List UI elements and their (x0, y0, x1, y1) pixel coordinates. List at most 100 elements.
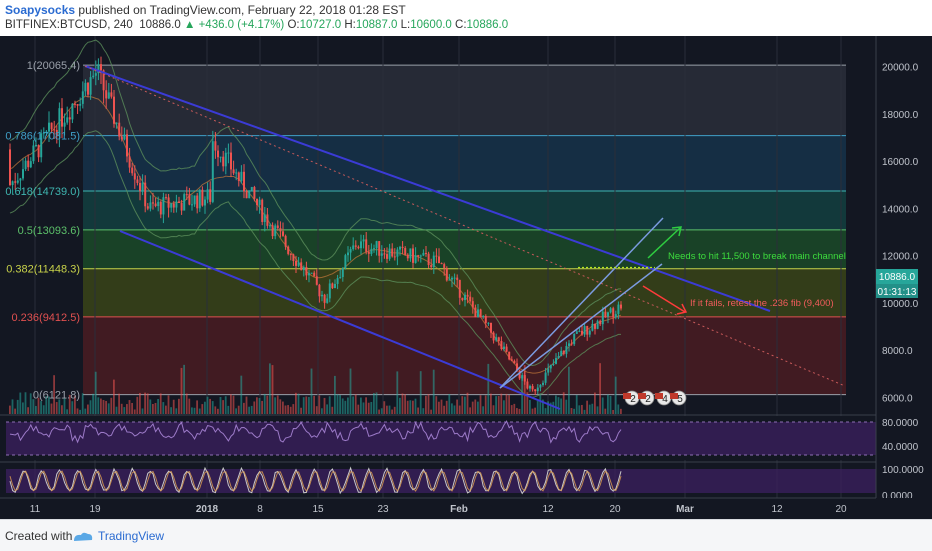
candle (230, 152, 232, 170)
low-value: 10600.0 (410, 19, 452, 31)
trend-channels[interactable] (84, 65, 846, 410)
tradingview-link[interactable]: TradingView (98, 529, 165, 543)
volume-bar (386, 405, 388, 414)
candle (388, 248, 391, 259)
volume-bar (516, 408, 518, 414)
volume-bar (87, 404, 89, 414)
candle (167, 197, 170, 208)
time-axis[interactable]: 11 19 2018 8 15 23 Feb 12 20 Mar 12 20 (0, 497, 932, 519)
candle (487, 322, 490, 324)
volume-bar (37, 397, 40, 414)
candle (581, 330, 583, 335)
candle (612, 308, 615, 318)
volume-bar (271, 365, 274, 414)
volume-bar (347, 397, 349, 414)
candle (370, 248, 373, 254)
candle (352, 245, 355, 250)
volume-bar (76, 408, 79, 414)
up-arrowhead-icon (671, 226, 682, 237)
candle (588, 330, 591, 335)
volume-bar (89, 400, 92, 414)
volume-bar (456, 399, 458, 414)
candle (274, 225, 277, 237)
candle (396, 249, 399, 257)
candle (482, 316, 485, 318)
price-change: +436.0 (+4.17%) (198, 19, 285, 31)
volume-bar (170, 407, 172, 414)
candle (68, 117, 71, 120)
candle (87, 82, 89, 95)
time-tick: 8 (257, 504, 263, 515)
volume-bar (282, 401, 284, 414)
candle (445, 267, 448, 281)
volume-bar (35, 405, 37, 414)
candle (318, 284, 321, 297)
volume-bar (406, 400, 409, 414)
candle (435, 255, 438, 257)
volume-bar (547, 401, 549, 414)
volume-bar (487, 363, 490, 414)
candle (326, 298, 329, 303)
volume-bar (609, 395, 612, 414)
main-channel-bottom (119, 230, 561, 410)
candle (211, 141, 214, 202)
volume-bar (139, 392, 141, 414)
volume-bar (276, 395, 279, 414)
volume-bar (482, 406, 484, 414)
volume-bar (362, 402, 365, 414)
candle (310, 272, 313, 274)
volume-bar (399, 397, 401, 414)
volume-bar (500, 393, 503, 414)
candle (136, 179, 139, 183)
author-name[interactable]: Soapysocks (5, 3, 76, 17)
candle (66, 117, 69, 123)
candle (443, 264, 446, 268)
candle (48, 122, 50, 132)
candle (328, 283, 331, 299)
fib-band (83, 135, 846, 192)
candle (227, 152, 230, 154)
flag-icon (638, 393, 646, 399)
candle (243, 171, 245, 192)
volume-bar (105, 400, 107, 414)
candle (404, 248, 407, 255)
volume-bar (100, 398, 102, 414)
candle (518, 370, 521, 379)
candle (399, 246, 401, 250)
lower-annotation: If it fails, retest the .236 fib (9,400) (690, 298, 834, 309)
volume-bar (22, 402, 24, 414)
chart-area[interactable]: 1(20065.4) 0.786(17081.5) 0.618(14739.0) 0.… (0, 36, 932, 519)
candle (128, 156, 131, 168)
candle (300, 262, 303, 271)
candle (513, 360, 516, 364)
candle (474, 307, 477, 318)
volume-bar (440, 399, 443, 414)
volume-bar (79, 409, 81, 414)
volume-bar (107, 403, 110, 414)
candle (620, 304, 622, 309)
flag-icon (655, 393, 663, 399)
time-tick: 19 (89, 504, 101, 515)
candle (84, 82, 87, 92)
candle (276, 225, 279, 229)
candle (115, 122, 118, 124)
volume-bar (313, 395, 315, 414)
candle (214, 141, 217, 151)
candle (479, 309, 482, 318)
volume-bar (393, 406, 396, 414)
candle (495, 337, 498, 341)
candle (508, 351, 511, 360)
tradingview-logo-icon[interactable] (72, 530, 94, 548)
volume-bar (549, 402, 552, 414)
volume-bar (479, 395, 482, 414)
volume-bar (464, 396, 466, 414)
volume-bar (560, 398, 562, 414)
candle (105, 90, 108, 99)
volume-bar (531, 408, 534, 414)
volume-bar (204, 401, 206, 414)
candle (344, 255, 347, 269)
candle (484, 316, 487, 323)
candle (162, 197, 165, 215)
stoch-k-line (9, 466, 622, 495)
